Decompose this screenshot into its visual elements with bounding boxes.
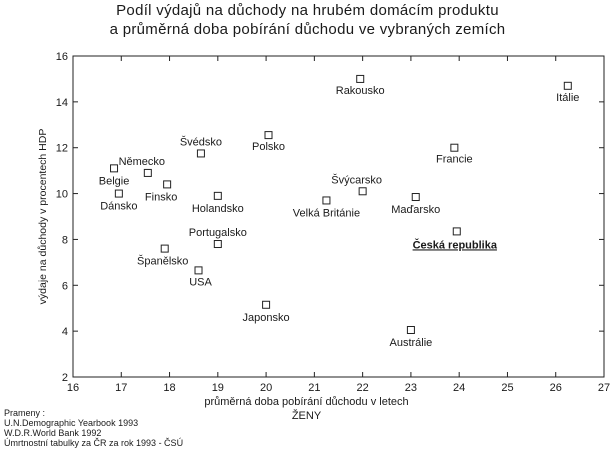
- y-tick-label: 4: [62, 326, 68, 338]
- x-axis-label: průměrná doba pobírání důchodu v letech: [204, 396, 408, 408]
- data-label: Dánsko: [100, 201, 137, 213]
- data-label: Belgie: [99, 175, 130, 187]
- x-tick-label: 17: [115, 382, 127, 394]
- x-tick-label: 19: [212, 382, 224, 394]
- data-point: [163, 180, 172, 189]
- chart-title: Podíl výdajů na důchody na hrubém domácí…: [116, 2, 499, 19]
- data-point: [213, 240, 222, 249]
- x-tick-label: 16: [67, 382, 79, 394]
- data-point: [160, 244, 169, 253]
- data-label: Česká republika: [413, 238, 498, 251]
- data-label: Holandsko: [192, 203, 244, 215]
- y-tick-label: 6: [62, 280, 68, 292]
- y-tick-label: 14: [56, 97, 68, 109]
- x-tick-label: 18: [163, 382, 175, 394]
- data-point: [143, 168, 152, 177]
- data-label: Itálie: [556, 92, 579, 104]
- sources-heading: Prameny :: [4, 408, 46, 418]
- x-tick-label: 27: [598, 382, 610, 394]
- data-label: Švýcarsko: [331, 173, 382, 186]
- data-point: [450, 143, 459, 152]
- sources-block: Prameny : U.N.Demographic Yearbook 1993 …: [4, 408, 183, 448]
- x-tick-label: 24: [453, 382, 465, 394]
- data-label: Austrálie: [390, 337, 433, 349]
- data-point: [563, 81, 572, 90]
- data-point: [264, 131, 273, 140]
- y-tick-label: 10: [56, 189, 68, 201]
- data-point: [196, 149, 205, 158]
- source-line: U.N.Demographic Yearbook 1993: [4, 418, 139, 428]
- x-tick-label: 21: [308, 382, 320, 394]
- x-tick-label: 25: [501, 382, 513, 394]
- data-point: [406, 325, 415, 334]
- data-label: Finsko: [145, 191, 177, 203]
- source-line: W.D.R.World Bank 1992: [4, 428, 102, 438]
- y-tick-label: 8: [62, 234, 68, 246]
- x-tick-label: 26: [550, 382, 562, 394]
- data-label: Portugalsko: [189, 227, 247, 239]
- data-label: Maďarsko: [391, 204, 440, 216]
- data-label: Velká Británie: [293, 207, 360, 219]
- data-point: [356, 74, 365, 83]
- x-axis-label-sub: ŽENY: [292, 409, 322, 422]
- x-tick-label: 23: [405, 382, 417, 394]
- data-point: [114, 189, 123, 198]
- plot-frame: [72, 55, 605, 378]
- data-label: Japonsko: [243, 312, 290, 324]
- data-label: Francie: [436, 154, 473, 166]
- data-point: [194, 266, 203, 275]
- x-tick-label: 20: [260, 382, 272, 394]
- data-label: USA: [189, 276, 212, 288]
- y-tick-label: 12: [56, 143, 68, 155]
- chart-subtitle: a průměrná doba pobírání důchodu ve vybr…: [109, 21, 506, 38]
- data-label: Španělsko: [137, 255, 188, 268]
- y-axis-label: výdaje na důchody v procentech HDP: [37, 129, 49, 305]
- data-point: [411, 193, 420, 202]
- x-tick-label: 22: [357, 382, 369, 394]
- data-point: [358, 187, 367, 196]
- data-point: [452, 227, 461, 236]
- data-point: [262, 300, 271, 309]
- data-label: Polsko: [252, 141, 285, 153]
- data-label: Švédsko: [180, 135, 222, 148]
- data-point: [322, 196, 331, 205]
- data-label: Německo: [119, 156, 165, 168]
- data-point: [213, 191, 222, 200]
- data-point: [110, 164, 119, 173]
- y-tick-label: 2: [62, 372, 68, 384]
- data-label: Rakousko: [336, 85, 385, 97]
- y-tick-label: 16: [56, 51, 68, 63]
- source-line: Úmrtnostní tabulky za ČR za rok 1993 - Č…: [4, 438, 184, 448]
